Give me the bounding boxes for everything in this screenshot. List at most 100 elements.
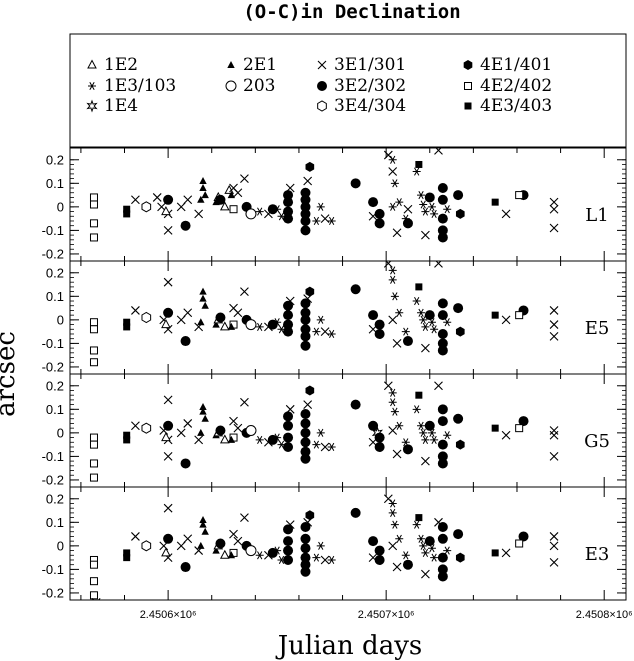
data-point-square-open bbox=[89, 591, 98, 600]
data-point-circle-filled bbox=[283, 300, 294, 311]
panel-label: E3 bbox=[585, 544, 610, 565]
data-point-cross bbox=[163, 226, 173, 235]
data-point-circle-filled bbox=[424, 420, 435, 431]
data-point-star6 bbox=[395, 421, 404, 430]
data-point-circle-filled bbox=[180, 458, 191, 469]
data-point-circle-filled bbox=[437, 328, 448, 339]
legend-marker-hex-filled bbox=[463, 60, 473, 70]
data-point-star6 bbox=[417, 191, 426, 200]
data-point-star6 bbox=[316, 202, 325, 211]
data-point-star6 bbox=[390, 407, 399, 416]
data-point-square-filled bbox=[415, 160, 423, 168]
data-point-cross bbox=[549, 223, 559, 233]
data-point-circle-filled bbox=[300, 307, 311, 318]
data-point-cross bbox=[501, 430, 511, 440]
data-point-hex-open bbox=[141, 201, 152, 213]
data-point-circle-filled bbox=[518, 416, 529, 427]
data-point-cross bbox=[388, 167, 398, 176]
data-point-star6 bbox=[430, 435, 439, 444]
y-tick-label: -0.1 bbox=[42, 449, 64, 464]
data-point-cross bbox=[501, 209, 511, 219]
y-tick-label: 0.1 bbox=[46, 176, 64, 191]
data-point-star6 bbox=[255, 207, 264, 216]
data-point-star6 bbox=[395, 198, 404, 207]
data-point-circle-filled bbox=[300, 533, 311, 544]
legend-label: 4E1/401 bbox=[480, 55, 552, 75]
data-point-cross bbox=[285, 183, 295, 193]
data-point-circle-filled bbox=[368, 197, 379, 208]
data-point-circle-filled bbox=[453, 413, 464, 424]
data-point-cross bbox=[549, 197, 559, 207]
data-point-circle-filled bbox=[374, 545, 385, 556]
data-point-circle-filled bbox=[300, 543, 311, 554]
data-point-circle-filled bbox=[300, 298, 311, 309]
legend-item: 2E1 bbox=[227, 55, 277, 75]
data-point-star6 bbox=[421, 548, 430, 557]
data-point-cross bbox=[152, 193, 162, 202]
data-point-star6 bbox=[312, 216, 321, 226]
data-point-circle-filled bbox=[374, 208, 385, 219]
data-point-star6 bbox=[419, 541, 428, 550]
data-point-star6 bbox=[388, 266, 397, 275]
y-tick-label: 0.2 bbox=[46, 491, 64, 506]
legend-marker-square-filled bbox=[464, 102, 472, 110]
data-point-circle-filled bbox=[283, 310, 294, 321]
y-tick-label: 0.1 bbox=[46, 289, 64, 304]
data-point-cross bbox=[303, 517, 313, 527]
data-point-star6 bbox=[421, 207, 430, 216]
data-point-circle-filled bbox=[163, 533, 174, 544]
data-point-circle-filled bbox=[300, 427, 311, 438]
data-point-tri-filled bbox=[199, 520, 207, 528]
data-point-circle-filled bbox=[163, 194, 174, 205]
data-point-star6 bbox=[412, 405, 421, 414]
data-point-square-filled bbox=[123, 210, 131, 218]
data-point-square-filled bbox=[415, 283, 423, 291]
data-point-cross bbox=[229, 416, 238, 426]
data-point-tri-filled bbox=[199, 176, 207, 184]
panel-frame bbox=[69, 486, 627, 601]
panel-frame bbox=[69, 260, 627, 375]
y-tick-label: 0.2 bbox=[46, 265, 64, 280]
data-point-hex-filled bbox=[305, 286, 315, 297]
data-point-tri-filled bbox=[227, 322, 236, 330]
data-point-star6 bbox=[316, 315, 325, 324]
data-point-star6 bbox=[273, 205, 282, 214]
data-point-circle-filled bbox=[437, 533, 448, 544]
y-tick-label: 0.2 bbox=[46, 378, 64, 393]
data-point-star6 bbox=[390, 520, 399, 529]
data-point-square-open bbox=[89, 346, 98, 355]
data-point-circle-filled bbox=[300, 194, 311, 205]
data-point-square-filled bbox=[491, 311, 499, 319]
data-point-square-open bbox=[89, 459, 98, 468]
data-point-circle-filled bbox=[374, 218, 385, 229]
data-point-star6 bbox=[388, 398, 397, 407]
data-point-square-open bbox=[89, 440, 98, 449]
data-point-circle-filled bbox=[283, 432, 294, 443]
data-point-tri-open bbox=[219, 434, 230, 444]
y-axis-label: arcsec bbox=[0, 331, 21, 417]
data-point-tri-open bbox=[161, 432, 171, 442]
legend-marker-square-open bbox=[464, 82, 472, 90]
data-point-circle-open bbox=[245, 319, 257, 331]
data-point-square-open bbox=[89, 219, 98, 228]
data-point-hex-filled bbox=[455, 552, 465, 563]
data-point-circle-filled bbox=[368, 420, 379, 431]
legend-item: 4E3/403 bbox=[464, 96, 552, 116]
data-point-tri-filled bbox=[227, 191, 236, 199]
data-point-tri-filled bbox=[227, 551, 236, 559]
data-point-circle-filled bbox=[437, 298, 448, 309]
data-point-star6 bbox=[255, 435, 264, 444]
data-point-circle-filled bbox=[300, 225, 311, 236]
data-point-cross bbox=[388, 541, 398, 551]
data-point-star6 bbox=[430, 553, 439, 562]
chart-title: (O-C)in Declination bbox=[243, 1, 460, 23]
data-point-cross bbox=[383, 261, 393, 268]
legend-item: 3E1/301 bbox=[317, 55, 406, 75]
data-point-circle-filled bbox=[215, 194, 226, 205]
data-point-circle-filled bbox=[453, 303, 464, 314]
data-point-circle-filled bbox=[374, 441, 385, 452]
data-point-square-open bbox=[89, 200, 98, 209]
data-point-star6 bbox=[327, 216, 336, 226]
data-point-circle-filled bbox=[300, 418, 311, 429]
data-point-tri-filled bbox=[199, 287, 207, 295]
